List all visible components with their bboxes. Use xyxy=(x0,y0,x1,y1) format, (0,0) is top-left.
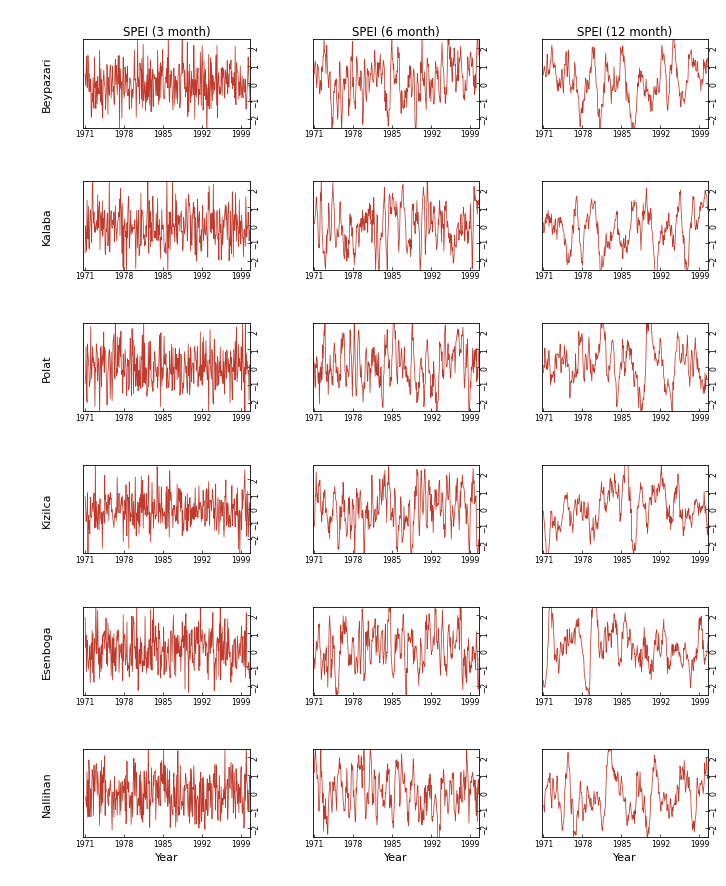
Text: Polat: Polat xyxy=(42,354,52,382)
Title: SPEI (12 month): SPEI (12 month) xyxy=(577,26,672,39)
Text: Kizilca: Kizilca xyxy=(42,492,52,527)
Text: Beypazari: Beypazari xyxy=(42,57,52,112)
X-axis label: Year: Year xyxy=(155,851,179,862)
Title: SPEI (3 month): SPEI (3 month) xyxy=(123,26,211,39)
Text: Kalaba: Kalaba xyxy=(42,207,52,245)
Title: SPEI (6 month): SPEI (6 month) xyxy=(352,26,439,39)
X-axis label: Year: Year xyxy=(384,851,407,862)
X-axis label: Year: Year xyxy=(613,851,637,862)
Text: Esenboga: Esenboga xyxy=(42,624,52,679)
Text: Nallihan: Nallihan xyxy=(42,770,52,816)
